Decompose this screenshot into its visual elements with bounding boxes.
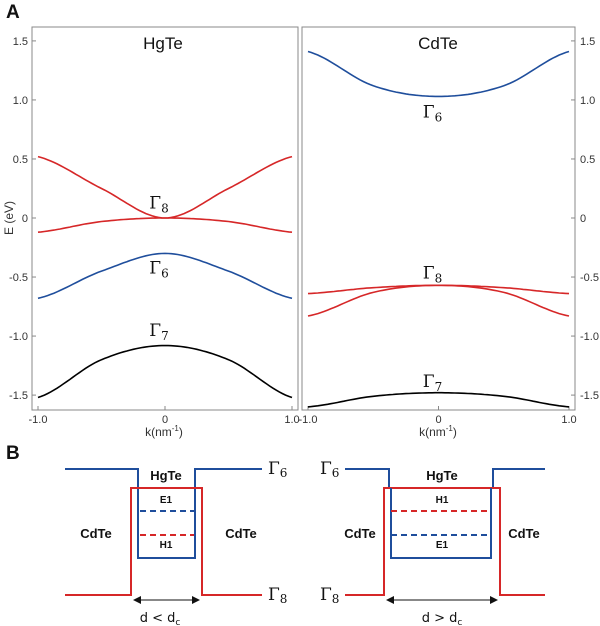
band-curve	[37, 217, 293, 233]
cdte-xlabel-end: )	[453, 425, 457, 439]
width-sub-left: c	[175, 618, 180, 626]
gamma8-label-right: Γ8	[320, 585, 339, 606]
cdte-plot-frame	[301, 26, 576, 411]
upper-subband-label-left: E1	[160, 495, 173, 506]
gamma6-label-left: Γ6	[268, 459, 287, 480]
inner-well-profile-right	[390, 488, 492, 559]
gamma8-sub-left: 8	[280, 592, 288, 606]
band-annotation: Γ8	[423, 263, 442, 285]
width-text-left: d < d	[140, 611, 176, 626]
hgte-xlabel-sup: -1	[172, 424, 180, 433]
gamma8-symbol-right: Γ	[320, 585, 332, 605]
y-tick-label: 1.5	[580, 36, 595, 48]
hgte-band-chart: HgTe 1.51.00.50-0.5-1.0-1.5 -1.0 0 1.0 Γ8Γ…	[2, 26, 300, 439]
y-tick-label: 1.5	[13, 36, 28, 48]
well-label-left: HgTe	[150, 468, 182, 483]
gamma6-symbol-left: Γ	[268, 459, 280, 479]
hgte-x-axis-label: k(nm-1)	[145, 424, 183, 439]
band-annotation: Γ6	[149, 259, 168, 281]
lower-subband-label-right: E1	[436, 540, 449, 551]
cdte-x-axis-label: k(nm-1)	[419, 424, 457, 439]
quantum-well-inverted: HgTe H1 E1 CdTe CdTe Γ6 Γ8 d > dc	[320, 459, 545, 626]
gamma8-sub-right: 8	[332, 592, 340, 606]
cdte-xlabel-main: k(nm	[419, 425, 446, 439]
barrier-left-label-left: CdTe	[80, 526, 112, 541]
quantum-well-normal: HgTe E1 H1 CdTe CdTe Γ6 Γ8 d < dc	[65, 459, 287, 626]
band-curve	[37, 344, 293, 399]
well-label-right: HgTe	[426, 468, 458, 483]
gamma8-label-left: Γ8	[268, 585, 287, 606]
valence-band-profile-right	[345, 487, 545, 596]
y-tick-label: -1.0	[580, 331, 599, 343]
barrier-right-label-right: CdTe	[508, 526, 540, 541]
y-tick-label: 1.0	[13, 95, 28, 107]
lower-subband-label-left: H1	[160, 540, 173, 551]
width-label-right: d > dc	[422, 611, 463, 626]
conduction-band-profile-left	[65, 468, 262, 559]
x-tick-label: -1.0	[29, 414, 48, 426]
x-tick-label: 0	[162, 414, 168, 426]
width-text-right: d > d	[422, 611, 458, 626]
band-curve	[307, 50, 570, 98]
cdte-xlabel-sup: -1	[446, 424, 454, 433]
y-tick-label: 0.5	[580, 154, 595, 166]
valence-band-profile-left	[65, 487, 262, 596]
panel-a-label: A	[6, 2, 20, 23]
gamma6-sub-left: 6	[280, 466, 288, 480]
y-tick-label: -1.5	[9, 390, 28, 402]
band-curve	[307, 284, 570, 295]
band-annotation: Γ6	[423, 103, 442, 125]
hgte-y-axis-label: E (eV)	[2, 201, 16, 235]
gamma8-symbol-left: Γ	[268, 585, 280, 605]
band-curve	[307, 284, 570, 317]
width-sub-right: c	[457, 618, 462, 626]
gamma6-symbol-right: Γ	[320, 459, 332, 479]
y-tick-label: -0.5	[580, 272, 599, 284]
cdte-chart-title: CdTe	[418, 34, 458, 53]
x-tick-label: 0	[435, 414, 441, 426]
barrier-right-label-left: CdTe	[225, 526, 257, 541]
x-tick-label: -1.0	[299, 414, 318, 426]
band-annotation: Γ8	[149, 194, 168, 216]
hgte-xlabel-main: k(nm	[145, 425, 172, 439]
band-curve	[37, 252, 293, 300]
y-tick-label: -0.5	[9, 272, 28, 284]
band-annotation: Γ7	[423, 372, 442, 394]
y-tick-label: -1.0	[9, 331, 28, 343]
upper-subband-label-right: H1	[436, 495, 449, 506]
y-tick-label: 1.0	[580, 95, 595, 107]
y-tick-label: 0.5	[13, 154, 28, 166]
y-tick-label: 0	[580, 213, 586, 225]
panel-b-label: B	[6, 443, 20, 464]
x-tick-label: 1.0	[561, 414, 576, 426]
hgte-xlabel-end: )	[179, 425, 183, 439]
band-curve	[307, 391, 570, 408]
y-tick-label: -1.5	[580, 390, 599, 402]
hgte-chart-title: HgTe	[143, 34, 183, 53]
gamma6-sub-right: 6	[332, 466, 340, 480]
y-tick-label: 0	[22, 213, 28, 225]
x-tick-label: 1.0	[284, 414, 299, 426]
cdte-band-chart: CdTe 1.5 1.0 0.5 0 -0.5 -1.0 -1.5 -1.0 0 1.0 Γ6 Γ…	[299, 26, 599, 439]
gamma6-label-right: Γ6	[320, 459, 339, 480]
barrier-left-label-right: CdTe	[344, 526, 376, 541]
width-label-left: d < dc	[140, 611, 181, 626]
band-annotation: Γ7	[149, 321, 168, 343]
